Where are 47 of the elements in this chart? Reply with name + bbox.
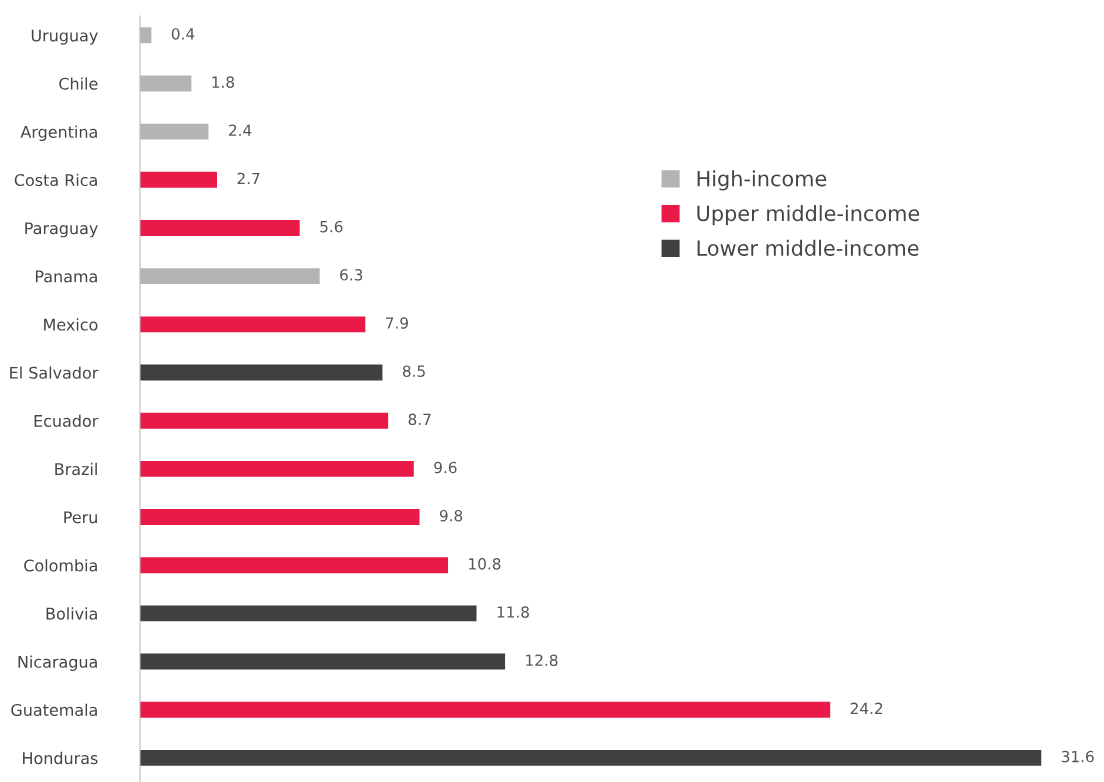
y-tick-label: Guatemala xyxy=(11,703,97,717)
y-tick-label: Bolivia xyxy=(46,607,97,620)
bar xyxy=(140,364,383,381)
data-label: 31.6 xyxy=(1061,750,1094,763)
data-label: 8.7 xyxy=(408,413,431,426)
y-tick-label: Costa Rica xyxy=(14,173,97,187)
bar xyxy=(140,316,366,333)
data-label: 9.6 xyxy=(434,461,457,474)
bar xyxy=(140,701,831,718)
y-tick-label: El Salvador xyxy=(10,366,99,379)
data-label: 5.6 xyxy=(320,220,343,233)
y-tick-label: Uruguay xyxy=(31,29,98,45)
bar xyxy=(140,605,477,622)
y-tick-label: Ecuador xyxy=(34,414,99,427)
data-label: 1.8 xyxy=(212,76,235,88)
data-label: 9.8 xyxy=(439,509,463,522)
y-tick-label: Mexico xyxy=(44,318,98,331)
bar xyxy=(140,557,449,574)
data-label: 2.4 xyxy=(229,124,252,136)
bar xyxy=(140,749,1042,766)
bar xyxy=(140,412,389,429)
data-label: 7.9 xyxy=(386,317,408,329)
y-tick-label: Chile xyxy=(59,77,98,90)
data-label: 6.3 xyxy=(340,269,363,281)
data-label: 2.7 xyxy=(237,172,260,185)
data-label: 8.5 xyxy=(402,365,425,377)
bar xyxy=(140,171,218,188)
y-tick-label: Paraguay xyxy=(25,222,98,238)
y-tick-label: Nicaragua xyxy=(18,655,97,671)
bar xyxy=(140,220,300,236)
bar xyxy=(140,509,420,525)
data-label: 0.4 xyxy=(171,28,195,40)
legend-label: High-income xyxy=(697,170,827,191)
bar xyxy=(140,653,506,670)
y-tick-label: Panama xyxy=(35,270,97,283)
y-tick-label: Brazil xyxy=(55,462,97,476)
legend-label: Upper middle-income xyxy=(697,205,920,226)
y-tick-label: Colombia xyxy=(24,559,97,572)
y-tick-label: Honduras xyxy=(23,751,98,765)
bar xyxy=(140,460,414,477)
y-tick-label: Peru xyxy=(64,511,97,524)
legend-label: Lower middle-income xyxy=(697,239,919,256)
y-tick-label: Argentina xyxy=(20,125,97,142)
data-label: 12.8 xyxy=(526,654,558,666)
data-label: 24.2 xyxy=(850,702,883,714)
data-label: 11.8 xyxy=(497,606,529,618)
data-label: 10.8 xyxy=(469,558,501,570)
